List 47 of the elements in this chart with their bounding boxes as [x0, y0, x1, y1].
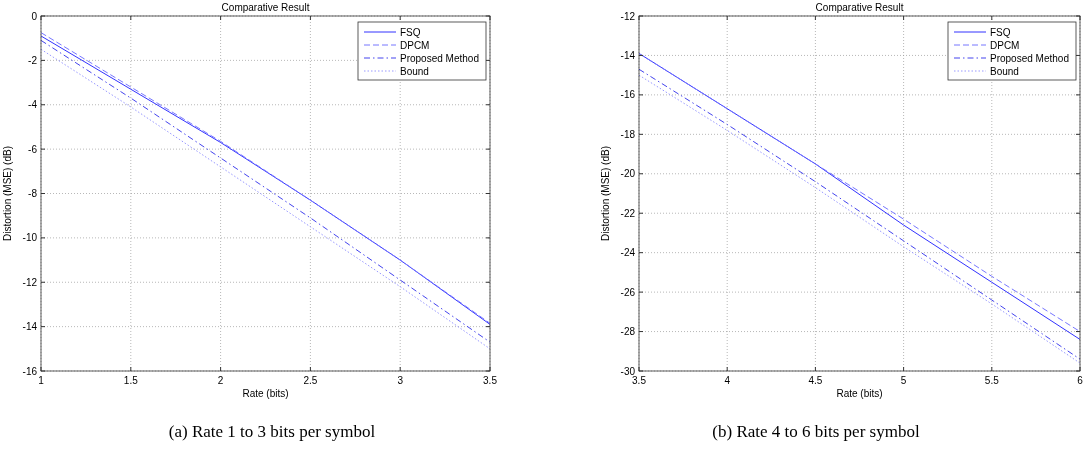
- x-axis-title: Rate (bits): [242, 388, 289, 399]
- text: (b) Rate 4 to 6 bits per symbol: [712, 422, 920, 441]
- legend-label: Proposed Method: [400, 53, 479, 64]
- x-tick-label: 5.5: [984, 375, 1000, 386]
- x-tick-label: 4.5: [808, 375, 823, 386]
- legend-label: Bound: [990, 66, 1019, 77]
- x-tick-label: 3: [397, 375, 404, 386]
- y-tick-label: -26: [620, 286, 636, 298]
- y-tick-label: -22: [620, 207, 636, 219]
- y-tick-label: -14: [620, 49, 636, 61]
- x-tick-label: 3.5: [483, 375, 498, 386]
- y-tick-label: -6: [28, 143, 38, 155]
- x-tick-label: 5: [900, 375, 907, 386]
- chart-title: Comparative Result: [815, 2, 904, 13]
- legend-label: FSQ: [400, 27, 421, 38]
- y-tick-label: -14: [22, 321, 38, 333]
- y-tick-label: 0: [31, 10, 38, 22]
- legend-label: FSQ: [990, 27, 1011, 38]
- text: (a) Rate 1 to 3 bits per symbol: [168, 422, 376, 441]
- y-axis-title: Distortion (MSE) (dB): [2, 145, 13, 242]
- legend-label: DPCM: [400, 40, 430, 51]
- y-tick-label: -12: [620, 10, 636, 22]
- x-tick-label: 6: [1077, 375, 1084, 386]
- y-tick-label: -28: [620, 326, 636, 338]
- y-tick-label: -8: [28, 188, 38, 199]
- legend-label: Proposed Method: [990, 53, 1069, 64]
- y-tick-label: -30: [620, 365, 636, 377]
- x-axis-title: Rate (bits): [836, 388, 883, 399]
- y-tick-label: -16: [22, 365, 38, 377]
- x-tick-label: 4: [724, 375, 731, 386]
- y-tick-label: -16: [620, 89, 636, 101]
- x-tick-label: 1.5: [123, 375, 139, 386]
- x-tick-label: 1: [38, 375, 45, 386]
- chart-title: Comparative Result: [221, 2, 310, 13]
- legend-label: DPCM: [990, 40, 1020, 51]
- y-tick-label: -2: [28, 54, 38, 66]
- y-axis-title: Distortion (MSE) (dB): [600, 145, 611, 242]
- y-tick-label: -20: [620, 168, 636, 180]
- y-tick-label: -18: [620, 128, 636, 140]
- y-tick-label: -10: [22, 232, 38, 244]
- y-tick-label: -4: [28, 99, 38, 111]
- y-tick-label: -24: [620, 247, 636, 259]
- x-tick-label: 2.5: [303, 375, 318, 386]
- x-tick-label: 2: [217, 375, 224, 386]
- x-tick-label: 3.5: [632, 375, 647, 386]
- legend-label: Bound: [400, 66, 429, 77]
- y-tick-label: -12: [22, 276, 38, 288]
